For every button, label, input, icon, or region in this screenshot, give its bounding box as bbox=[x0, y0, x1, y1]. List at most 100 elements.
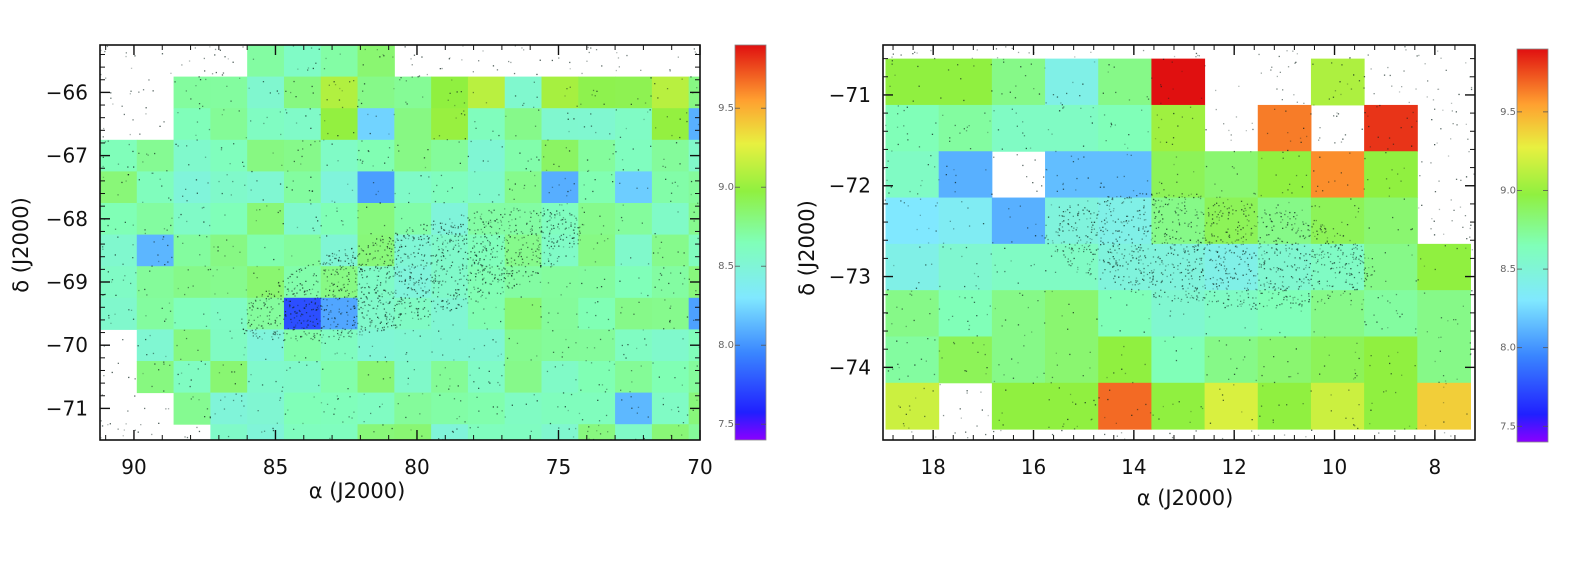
star-speck bbox=[1011, 241, 1013, 243]
star-speck bbox=[1217, 236, 1219, 238]
star-speck bbox=[177, 112, 179, 114]
star-speck bbox=[1122, 202, 1124, 204]
star-speck bbox=[1264, 289, 1266, 291]
star-speck bbox=[378, 270, 380, 272]
star-speck bbox=[657, 97, 659, 99]
star-speck bbox=[558, 212, 561, 214]
star-speck bbox=[122, 279, 125, 281]
star-speck bbox=[489, 219, 492, 221]
heatmap-cell bbox=[1151, 104, 1206, 152]
star-speck bbox=[1198, 292, 1200, 294]
star-speck bbox=[489, 244, 491, 246]
star-speck bbox=[474, 217, 476, 219]
star-speck bbox=[204, 156, 207, 158]
star-speck bbox=[1392, 143, 1395, 145]
star-speck bbox=[677, 185, 679, 187]
star-speck bbox=[1381, 328, 1383, 330]
star-speck bbox=[1345, 281, 1347, 283]
star-speck bbox=[295, 96, 297, 98]
star-speck bbox=[1333, 262, 1335, 264]
star-speck bbox=[1248, 304, 1251, 306]
star-speck bbox=[1210, 225, 1212, 227]
star-speck bbox=[1298, 155, 1300, 157]
heatmap-cell bbox=[651, 139, 690, 172]
star-speck bbox=[329, 285, 331, 287]
star-speck bbox=[383, 224, 386, 227]
star-speck bbox=[1125, 220, 1128, 222]
lmc-heatmap-cells bbox=[100, 45, 700, 440]
star-speck bbox=[1214, 183, 1216, 185]
star-speck bbox=[213, 246, 215, 248]
star-speck bbox=[508, 221, 510, 223]
star-speck bbox=[1438, 381, 1440, 383]
star-speck bbox=[1114, 281, 1116, 283]
star-speck bbox=[1164, 232, 1166, 235]
star-speck bbox=[144, 288, 146, 291]
star-speck bbox=[588, 51, 590, 54]
star-speck bbox=[355, 327, 357, 329]
star-speck bbox=[132, 318, 135, 320]
star-speck bbox=[1068, 247, 1070, 249]
star-speck bbox=[1227, 243, 1230, 245]
star-speck bbox=[323, 325, 325, 328]
star-speck bbox=[407, 233, 409, 235]
star-speck bbox=[449, 241, 451, 243]
star-speck bbox=[1295, 302, 1297, 304]
star-speck bbox=[1137, 210, 1139, 212]
star-speck bbox=[1304, 300, 1306, 302]
star-speck bbox=[334, 408, 336, 410]
star-speck bbox=[132, 224, 134, 226]
star-speck bbox=[1274, 252, 1276, 254]
star-speck bbox=[1128, 253, 1131, 255]
star-speck bbox=[437, 291, 440, 293]
star-speck bbox=[447, 293, 449, 295]
star-speck bbox=[384, 289, 386, 291]
star-speck bbox=[364, 270, 366, 272]
star-speck bbox=[640, 365, 642, 367]
star-speck bbox=[1466, 413, 1468, 415]
star-speck bbox=[884, 199, 886, 201]
star-speck bbox=[1450, 138, 1452, 140]
star-speck bbox=[1296, 248, 1299, 250]
star-speck bbox=[1265, 213, 1267, 215]
star-speck bbox=[1218, 285, 1220, 287]
star-speck bbox=[434, 223, 436, 226]
star-speck bbox=[488, 241, 490, 243]
star-speck bbox=[510, 231, 512, 233]
star-speck bbox=[232, 180, 234, 183]
star-speck bbox=[1242, 250, 1244, 252]
star-speck bbox=[482, 241, 484, 243]
star-speck bbox=[1028, 52, 1030, 54]
star-speck bbox=[915, 397, 917, 399]
star-speck bbox=[1128, 134, 1130, 136]
star-speck bbox=[492, 406, 494, 408]
star-speck bbox=[552, 248, 554, 250]
star-speck bbox=[1323, 225, 1325, 227]
star-speck bbox=[436, 240, 438, 242]
star-speck bbox=[506, 285, 509, 287]
star-speck bbox=[953, 343, 956, 345]
star-speck bbox=[1221, 394, 1224, 396]
star-speck bbox=[1348, 263, 1350, 265]
star-speck bbox=[1032, 182, 1034, 184]
star-speck bbox=[266, 205, 268, 207]
star-speck bbox=[305, 357, 307, 359]
star-speck bbox=[277, 337, 280, 339]
star-speck bbox=[1288, 376, 1290, 378]
heatmap-cell bbox=[467, 361, 506, 394]
star-speck bbox=[551, 186, 554, 188]
star-speck bbox=[423, 223, 425, 226]
star-speck bbox=[1057, 234, 1059, 236]
star-speck bbox=[386, 273, 388, 275]
star-speck bbox=[506, 251, 508, 253]
star-speck bbox=[1146, 231, 1148, 233]
star-speck bbox=[344, 253, 347, 255]
star-speck bbox=[1338, 261, 1341, 263]
star-speck bbox=[1260, 194, 1262, 197]
star-speck bbox=[1277, 269, 1279, 271]
star-speck bbox=[1451, 220, 1453, 222]
star-speck bbox=[246, 323, 249, 325]
star-speck bbox=[404, 307, 406, 309]
star-speck bbox=[557, 223, 560, 225]
star-speck bbox=[1276, 88, 1278, 90]
